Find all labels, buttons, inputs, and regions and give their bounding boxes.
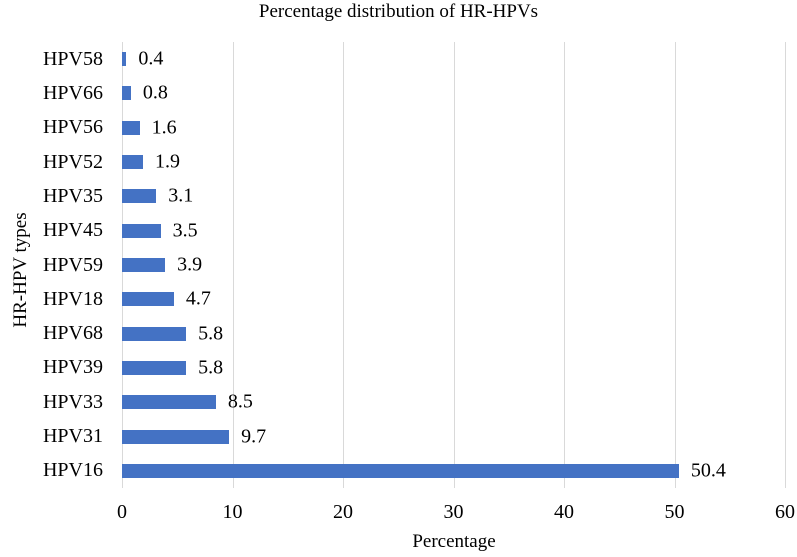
bar-row-hpv35: 3.1 [122, 179, 786, 213]
category-label-hpv35: HPV35 [42, 184, 103, 207]
bar-hpv58 [122, 52, 127, 67]
x-tick-label-0: 0 [117, 501, 127, 523]
value-label-hpv39: 5.8 [198, 356, 224, 379]
bar-hpv59 [122, 258, 166, 273]
bar-hpv66 [122, 86, 131, 101]
bar-hpv33 [122, 395, 216, 410]
bar-hpv39 [122, 360, 187, 375]
bar-hpv68 [122, 326, 187, 341]
gridline-20 [343, 42, 344, 488]
bar-hpv35 [122, 189, 157, 204]
category-label-hpv45: HPV45 [42, 219, 103, 242]
value-label-hpv16: 50.4 [690, 459, 726, 482]
bar-row-hpv18: 4.7 [122, 282, 786, 316]
x-tick-label-60: 60 [775, 501, 795, 523]
gridline-50 [674, 42, 676, 488]
bar-rows: 0.4 0.8 1.6 1.9 3.1 3.5 3.9 4.7 5.8 5.8 8.5 9.7 50.4 [122, 42, 786, 488]
bar-hpv52 [122, 155, 143, 170]
category-label-hpv33: HPV33 [42, 390, 103, 413]
bar-row-hpv45: 3.5 [122, 214, 786, 248]
category-label-hpv68: HPV68 [42, 322, 103, 345]
gridline-30 [453, 42, 455, 488]
value-label-hpv56: 1.6 [151, 116, 177, 139]
category-label-hpv18: HPV18 [42, 287, 103, 310]
value-label-hpv52: 1.9 [154, 150, 180, 173]
bar-hpv56 [122, 120, 140, 135]
x-axis-title: Percentage [412, 531, 496, 552]
bar-row-hpv56: 1.6 [122, 111, 786, 145]
category-label-hpv31: HPV31 [42, 425, 103, 448]
category-label-hpv16: HPV16 [42, 459, 103, 482]
bar-row-hpv31: 9.7 [122, 419, 786, 453]
bar-hpv18 [122, 292, 174, 307]
category-label-hpv58: HPV58 [42, 47, 103, 70]
value-label-hpv58: 0.4 [138, 47, 164, 70]
category-axis-labels: HPV58 HPV66 HPV56 HPV52 HPV35 HPV45 HPV59 HPV18… [0, 42, 103, 488]
bar-row-hpv66: 0.8 [122, 76, 786, 110]
value-label-hpv35: 3.1 [168, 184, 194, 207]
value-label-hpv31: 9.7 [241, 425, 267, 448]
bar-row-hpv16: 50.4 [122, 454, 786, 488]
value-label-hpv66: 0.8 [142, 81, 168, 104]
value-label-hpv59: 3.9 [177, 253, 203, 276]
category-label-hpv39: HPV39 [42, 356, 103, 379]
gridline-60 [785, 42, 786, 488]
bar-hpv31 [122, 429, 230, 444]
category-label-hpv66: HPV66 [42, 81, 103, 104]
value-label-hpv68: 5.8 [198, 322, 224, 345]
x-tick-label-20: 20 [333, 501, 353, 523]
value-label-hpv18: 4.7 [185, 287, 211, 310]
value-label-hpv45: 3.5 [172, 219, 198, 242]
chart-title: Percentage distribution of HR-HPVs [258, 1, 539, 22]
gridline-40 [564, 42, 565, 488]
x-tick-label-50: 50 [664, 501, 685, 523]
category-label-hpv56: HPV56 [42, 116, 103, 139]
bar-row-hpv39: 5.8 [122, 351, 786, 385]
category-label-hpv59: HPV59 [42, 253, 103, 276]
bar-row-hpv59: 3.9 [122, 248, 786, 282]
bar-row-hpv68: 5.8 [122, 317, 786, 351]
category-label-hpv52: HPV52 [42, 150, 103, 173]
bar-hpv45 [122, 223, 161, 238]
x-tick-label-30: 30 [443, 501, 464, 523]
x-tick-label-10: 10 [222, 501, 243, 523]
bar-hpv16 [122, 463, 679, 478]
bar-row-hpv58: 0.4 [122, 42, 786, 76]
bar-row-hpv52: 1.9 [122, 145, 786, 179]
gridline-10 [232, 42, 234, 488]
plot-area: 0.4 0.8 1.6 1.9 3.1 3.5 3.9 4.7 5.8 5.8 8.5 9.7 50.4 [122, 42, 786, 488]
x-tick-label-40: 40 [554, 501, 574, 523]
value-label-hpv33: 8.5 [227, 390, 253, 413]
bar-row-hpv33: 8.5 [122, 385, 786, 419]
